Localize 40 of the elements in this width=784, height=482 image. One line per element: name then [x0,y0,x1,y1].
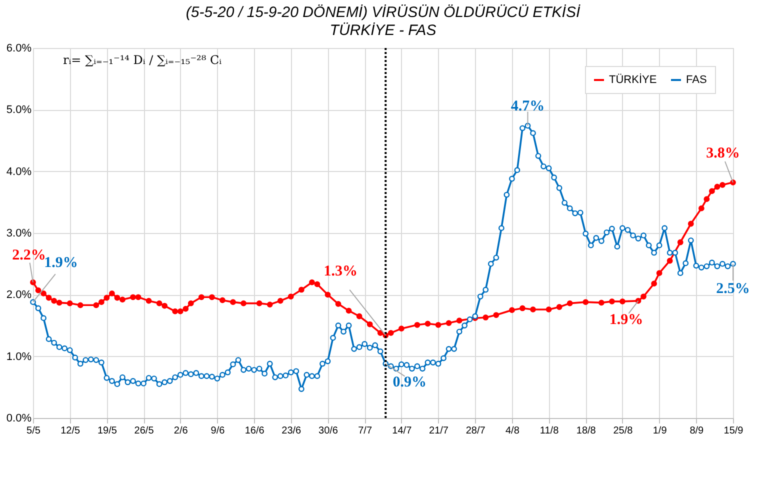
x-tick-label: 25/8 [613,426,634,436]
y-tick-label: 5.0% [6,104,32,116]
x-tick-label: 26/5 [134,426,154,436]
legend-label: FAS [686,74,707,86]
x-tick-label: 28/7 [466,426,486,436]
y-tick-label: 0.0% [6,412,32,424]
annotation: 2.2% [12,247,46,264]
x-tick-label: 7/7 [358,426,372,436]
x-tick-label: 15/9 [724,426,744,436]
x-tick-label: 14/7 [392,426,412,436]
x-tick-label: 9/6 [210,426,226,436]
annotation: 4.7% [510,98,545,115]
y-tick-label: 1.0% [6,350,32,363]
y-tick-label: 4.0% [6,166,32,178]
annotation: 1.9% [609,312,644,328]
x-tick-label: 19/5 [97,426,118,436]
chart-subtitle: TÜRKİYE - FAS [330,22,436,39]
x-tick-label: 16/6 [244,426,265,436]
y-tick-label: 3.0% [6,228,32,240]
annotation: rᵢ= ∑ᵢ₌₋₁⁻¹⁴ Dᵢ / ∑ᵢ₌₋₁₅⁻²⁸ Cᵢ [63,53,222,67]
chart-title: (5-5-20 / 15-9-20 DÖNEMİ) VİRÜSÜN ÖLDÜRÜCÜ ETKİSİ [186,4,581,21]
x-tick-label: 23/6 [282,426,302,436]
x-tick-label: 2/6 [174,426,188,436]
annotation: 1.3% [324,263,358,280]
x-tick-label: 1/9 [652,426,668,436]
y-tick-label: 6.0% [6,42,32,54]
annotation: 3.8% [706,145,740,162]
legend-label: TÜRKİYE [609,73,657,86]
x-tick-label: 21/7 [429,426,449,436]
annotation: 1.9% [44,255,78,272]
annotation: 0.9% [392,374,427,391]
x-tick-label: 12/5 [60,426,81,436]
x-tick-label: 5/5 [26,426,41,436]
annotation: 2.5% [716,280,750,297]
x-tick-label: 18/8 [576,426,596,436]
y-tick-label: 2.0% [6,289,32,302]
x-tick-label: 30/6 [318,426,338,436]
x-tick-label: 8/9 [690,426,704,436]
x-tick-label: 4/8 [505,426,520,436]
x-tick-label: 11/8 [540,426,560,436]
